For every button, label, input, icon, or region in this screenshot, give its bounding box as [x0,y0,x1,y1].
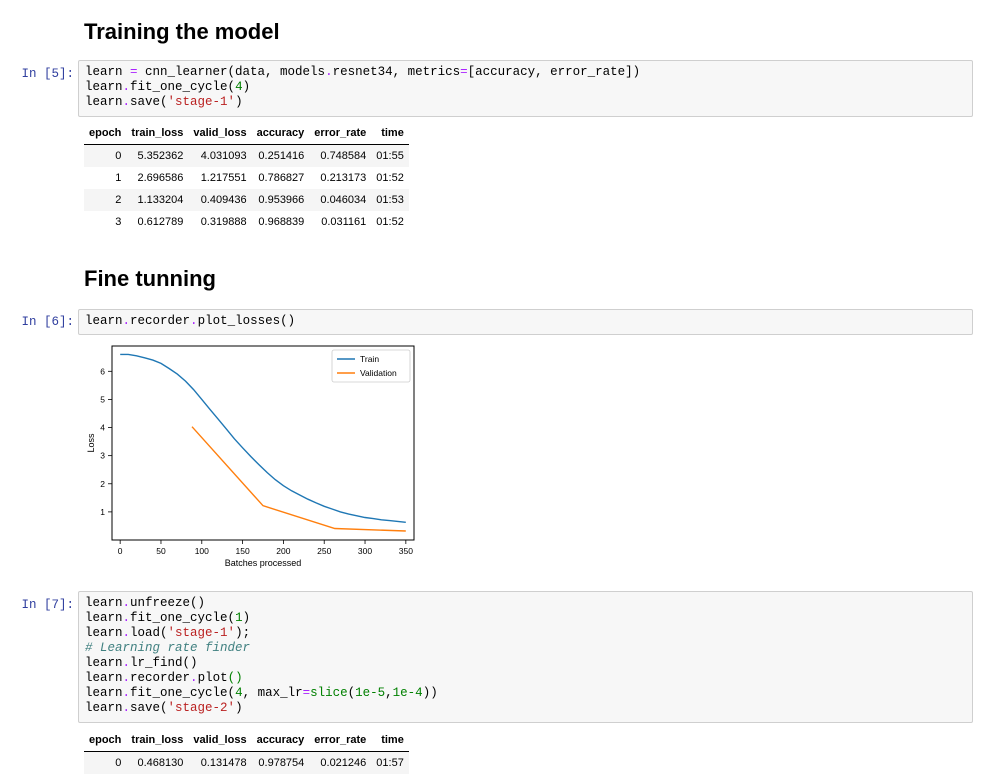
cell: 01:52 [376,172,404,184]
series-line-train [120,353,406,523]
cell: 0 [84,751,127,774]
y-tick-label: 4 [100,423,105,433]
legend-label: Train [360,354,379,364]
loss-chart-svg: 0 50 100 150 200 250 300 350 1 2 3 4 5 6 Batches proce… [86,345,415,568]
col-accuracy: accuracy [251,729,310,752]
cell-prompt: In [5]: [21,67,74,81]
cell: 01:53 [371,189,409,211]
x-tick-label: 0 [118,546,123,556]
col-time: time [371,122,409,145]
cell: 2 [84,189,127,211]
finetune-results-table: epoch train_loss valid_loss accuracy err… [84,729,409,774]
cell: 5.352362 [126,144,189,167]
x-tick-label: 350 [399,546,413,556]
cell: 0.968839 [258,216,305,228]
cell: 0.748584 [309,144,372,167]
x-tick-label: 50 [156,546,166,556]
cell: 0.468130 [126,751,189,774]
cell: 1 [115,172,122,184]
x-tick-label: 150 [236,546,250,556]
cell: 0.251416 [251,144,310,167]
cell: 0.021246 [309,751,372,774]
x-tick-label: 100 [195,546,209,556]
y-tick-label: 1 [100,507,105,517]
code-cell-train[interactable]: learn = cnn_learner(data, models.resnet3… [78,60,973,117]
cell: 0.031161 [321,216,367,228]
cell: 0.612789 [137,216,184,228]
table-row: 1 2.696586 1.217551 0.786827 0.213173 01… [84,167,409,189]
y-tick-label: 6 [100,366,105,376]
heading-training: Training the model [84,19,280,44]
table-row: 2 1.133204 0.409436 0.953966 0.046034 01… [84,189,409,211]
y-tick-label: 3 [100,451,105,461]
cell-prompt: In [6]: [21,315,74,329]
col-error-rate: error_rate [309,729,372,752]
cell-prompt: In [7]: [21,598,74,612]
y-axis-label: Loss [86,433,96,453]
cell: 3 [115,216,122,228]
loss-plot: 0 50 100 150 200 250 300 350 1 2 3 4 5 6 Batches proce… [84,344,424,576]
x-tick-label: 250 [317,546,331,556]
cell: 0.953966 [251,189,310,211]
x-tick-label: 200 [276,546,290,556]
cell: 0.319888 [200,216,247,228]
col-time: time [371,729,409,752]
cell: 1.133204 [126,189,189,211]
y-tick-label: 5 [100,394,105,404]
col-epoch: epoch [84,122,127,145]
col-valid-loss: valid_loss [188,122,252,145]
cell: 01:57 [371,751,409,774]
table-row: 0 5.352362 4.031093 0.251416 0.748584 01… [84,144,409,167]
series-line-validation [191,426,406,532]
cell: 0.131478 [188,751,252,774]
y-tick-label: 2 [100,479,105,489]
cell: 0.409436 [188,189,252,211]
cell: 01:55 [371,144,409,167]
cell: 1.217551 [200,172,247,184]
table-header-row: epoch train_loss valid_loss accuracy err… [84,122,409,145]
legend-label: Validation [360,368,397,378]
col-train-loss: train_loss [126,729,189,752]
training-results-table: epoch train_loss valid_loss accuracy err… [84,122,409,233]
table-row: 3 0.612789 0.319888 0.968839 0.031161 01… [84,211,409,233]
cell: 0.978754 [251,751,310,774]
col-train-loss: train_loss [126,122,189,145]
cell: 0.786827 [258,172,305,184]
legend-box [331,349,411,383]
cell: 2.696586 [137,172,184,184]
x-tick-label: 300 [358,546,372,556]
cell: 0.046034 [309,189,372,211]
heading-fine-tuning: Fine tunning [84,266,216,291]
col-accuracy: accuracy [251,122,310,145]
cell: 0 [84,144,127,167]
col-epoch: epoch [84,729,127,752]
code-cell-plot[interactable]: learn.recorder.plot_losses() [78,309,973,335]
table-row: 0 0.468130 0.131478 0.978754 0.021246 01… [84,751,409,774]
cell: 0.213173 [320,172,367,184]
table-header-row: epoch train_loss valid_loss accuracy err… [84,729,409,752]
col-valid-loss: valid_loss [188,729,252,752]
code-cell-finetune[interactable]: learn.unfreeze() learn.fit_one_cycle(1) … [78,591,973,723]
col-error-rate: error_rate [309,122,372,145]
cell: 01:52 [376,216,404,228]
cell: 4.031093 [188,144,252,167]
x-axis-label: Batches processed [225,558,302,568]
